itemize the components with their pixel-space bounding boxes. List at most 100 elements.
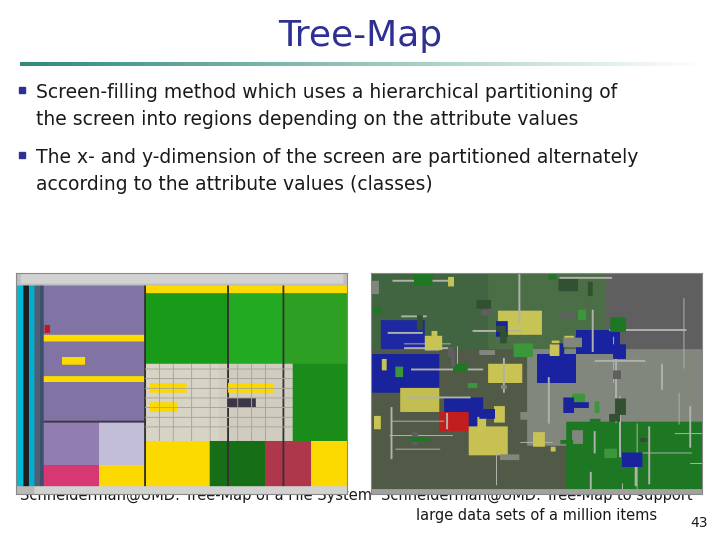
FancyBboxPatch shape bbox=[106, 62, 109, 65]
FancyBboxPatch shape bbox=[151, 62, 154, 65]
FancyBboxPatch shape bbox=[382, 62, 385, 65]
FancyBboxPatch shape bbox=[170, 62, 172, 65]
FancyBboxPatch shape bbox=[396, 62, 399, 65]
FancyBboxPatch shape bbox=[696, 62, 698, 65]
FancyBboxPatch shape bbox=[299, 62, 302, 65]
FancyBboxPatch shape bbox=[93, 62, 95, 65]
FancyBboxPatch shape bbox=[417, 62, 420, 65]
FancyBboxPatch shape bbox=[585, 62, 588, 65]
FancyBboxPatch shape bbox=[79, 62, 81, 65]
FancyBboxPatch shape bbox=[636, 62, 639, 65]
FancyBboxPatch shape bbox=[380, 62, 383, 65]
FancyBboxPatch shape bbox=[283, 62, 286, 65]
FancyBboxPatch shape bbox=[292, 62, 294, 65]
FancyBboxPatch shape bbox=[149, 62, 152, 65]
FancyBboxPatch shape bbox=[56, 62, 59, 65]
FancyBboxPatch shape bbox=[212, 62, 215, 65]
FancyBboxPatch shape bbox=[54, 62, 57, 65]
FancyBboxPatch shape bbox=[498, 62, 501, 65]
FancyBboxPatch shape bbox=[654, 62, 657, 65]
FancyBboxPatch shape bbox=[72, 62, 75, 65]
FancyBboxPatch shape bbox=[462, 62, 465, 65]
FancyBboxPatch shape bbox=[632, 62, 635, 65]
FancyBboxPatch shape bbox=[666, 62, 669, 65]
FancyBboxPatch shape bbox=[451, 62, 454, 65]
FancyBboxPatch shape bbox=[664, 62, 667, 65]
FancyBboxPatch shape bbox=[52, 62, 55, 65]
FancyBboxPatch shape bbox=[607, 62, 610, 65]
FancyBboxPatch shape bbox=[235, 62, 238, 65]
FancyBboxPatch shape bbox=[222, 62, 225, 65]
FancyBboxPatch shape bbox=[333, 62, 336, 65]
FancyBboxPatch shape bbox=[369, 62, 372, 65]
FancyBboxPatch shape bbox=[494, 62, 497, 65]
FancyBboxPatch shape bbox=[390, 62, 392, 65]
FancyBboxPatch shape bbox=[231, 62, 233, 65]
FancyBboxPatch shape bbox=[569, 62, 571, 65]
FancyBboxPatch shape bbox=[122, 62, 125, 65]
FancyBboxPatch shape bbox=[575, 62, 578, 65]
FancyBboxPatch shape bbox=[394, 62, 397, 65]
FancyBboxPatch shape bbox=[88, 62, 91, 65]
FancyBboxPatch shape bbox=[140, 62, 143, 65]
FancyBboxPatch shape bbox=[253, 62, 256, 65]
FancyBboxPatch shape bbox=[68, 62, 71, 65]
FancyBboxPatch shape bbox=[439, 62, 442, 65]
FancyBboxPatch shape bbox=[634, 62, 637, 65]
FancyBboxPatch shape bbox=[228, 62, 231, 65]
FancyBboxPatch shape bbox=[510, 62, 513, 65]
FancyBboxPatch shape bbox=[22, 62, 25, 65]
FancyBboxPatch shape bbox=[102, 62, 104, 65]
FancyBboxPatch shape bbox=[76, 62, 79, 65]
FancyBboxPatch shape bbox=[321, 62, 324, 65]
FancyBboxPatch shape bbox=[111, 62, 114, 65]
FancyBboxPatch shape bbox=[312, 62, 315, 65]
FancyBboxPatch shape bbox=[485, 62, 487, 65]
FancyBboxPatch shape bbox=[145, 62, 148, 65]
FancyBboxPatch shape bbox=[688, 62, 691, 65]
FancyBboxPatch shape bbox=[220, 62, 222, 65]
FancyBboxPatch shape bbox=[433, 62, 436, 65]
FancyBboxPatch shape bbox=[467, 62, 469, 65]
FancyBboxPatch shape bbox=[534, 62, 537, 65]
Text: Schneiderman@UMD: Tree-Map of a File System: Schneiderman@UMD: Tree-Map of a File Sys… bbox=[20, 488, 372, 503]
FancyBboxPatch shape bbox=[95, 62, 98, 65]
FancyBboxPatch shape bbox=[335, 62, 338, 65]
FancyBboxPatch shape bbox=[74, 62, 77, 65]
FancyBboxPatch shape bbox=[99, 62, 102, 65]
FancyBboxPatch shape bbox=[190, 62, 193, 65]
FancyBboxPatch shape bbox=[441, 62, 444, 65]
FancyBboxPatch shape bbox=[342, 62, 345, 65]
FancyBboxPatch shape bbox=[435, 62, 438, 65]
FancyBboxPatch shape bbox=[58, 62, 61, 65]
FancyBboxPatch shape bbox=[90, 62, 93, 65]
FancyBboxPatch shape bbox=[559, 62, 562, 65]
FancyBboxPatch shape bbox=[571, 62, 574, 65]
FancyBboxPatch shape bbox=[399, 62, 401, 65]
FancyBboxPatch shape bbox=[276, 62, 279, 65]
FancyBboxPatch shape bbox=[181, 62, 184, 65]
FancyBboxPatch shape bbox=[537, 62, 539, 65]
FancyBboxPatch shape bbox=[408, 62, 410, 65]
FancyBboxPatch shape bbox=[326, 62, 329, 65]
FancyBboxPatch shape bbox=[587, 62, 590, 65]
FancyBboxPatch shape bbox=[469, 62, 472, 65]
FancyBboxPatch shape bbox=[376, 62, 379, 65]
FancyBboxPatch shape bbox=[614, 62, 616, 65]
FancyBboxPatch shape bbox=[530, 62, 533, 65]
FancyBboxPatch shape bbox=[202, 62, 204, 65]
FancyBboxPatch shape bbox=[482, 62, 485, 65]
FancyBboxPatch shape bbox=[639, 62, 642, 65]
FancyBboxPatch shape bbox=[595, 62, 598, 65]
FancyBboxPatch shape bbox=[428, 62, 431, 65]
FancyBboxPatch shape bbox=[125, 62, 127, 65]
FancyBboxPatch shape bbox=[437, 62, 440, 65]
FancyBboxPatch shape bbox=[686, 62, 689, 65]
FancyBboxPatch shape bbox=[163, 62, 166, 65]
FancyBboxPatch shape bbox=[251, 62, 254, 65]
FancyBboxPatch shape bbox=[317, 62, 320, 65]
FancyBboxPatch shape bbox=[315, 62, 318, 65]
FancyBboxPatch shape bbox=[215, 62, 217, 65]
FancyBboxPatch shape bbox=[652, 62, 655, 65]
FancyBboxPatch shape bbox=[63, 62, 66, 65]
